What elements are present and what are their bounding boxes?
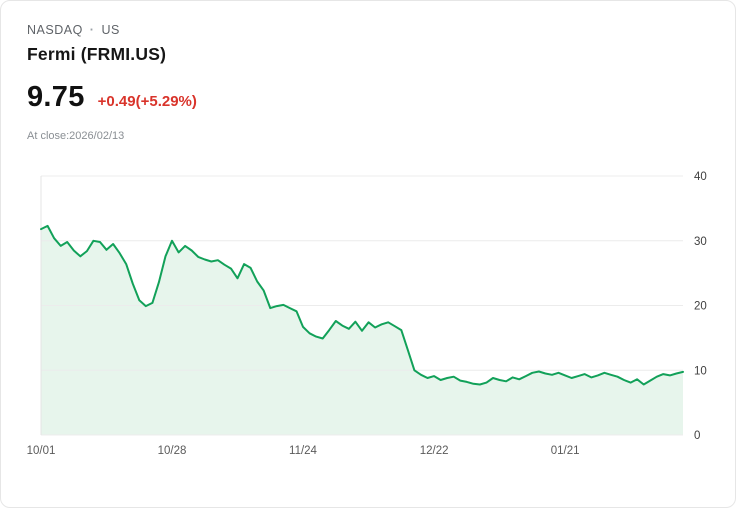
exchange-label: NASDAQ bbox=[27, 23, 83, 37]
y-axis-tick-label: 30 bbox=[694, 236, 707, 248]
region-label: US bbox=[101, 23, 120, 37]
y-axis-tick-label: 20 bbox=[694, 301, 707, 313]
x-axis-tick-label: 11/24 bbox=[289, 445, 318, 457]
last-price: 9.75 bbox=[27, 81, 85, 113]
at-close-label: At close:2026/02/13 bbox=[27, 130, 125, 142]
quote-header: NASDAQ · US Fermi (FRMI.US) 9.75 +0.49(+… bbox=[1, 1, 735, 142]
y-axis-tick-label: 40 bbox=[694, 171, 707, 183]
y-axis-tick-label: 0 bbox=[694, 430, 700, 442]
price-row: 9.75 +0.49(+5.29%) bbox=[27, 81, 709, 114]
stock-title: Fermi (FRMI.US) bbox=[27, 44, 167, 64]
x-axis-tick-label: 01/21 bbox=[551, 445, 580, 457]
separator-dot: · bbox=[89, 23, 95, 37]
y-axis-tick-label: 10 bbox=[694, 365, 707, 377]
price-chart[interactable]: 0 10 20 30 40 10/01 10/28 11/24 12/22 01/21 bbox=[1, 154, 736, 470]
price-change: +0.49(+5.29%) bbox=[97, 93, 197, 110]
chart-container: 0 10 20 30 40 10/01 10/28 11/24 12/22 01/21 bbox=[1, 154, 735, 475]
x-axis-tick-label: 10/01 bbox=[27, 445, 56, 457]
price-line bbox=[40, 224, 684, 386]
x-axis-tick-label: 10/28 bbox=[158, 445, 187, 457]
exchange-row: NASDAQ · US bbox=[27, 23, 709, 37]
x-axis-tick-label: 12/22 bbox=[420, 445, 449, 457]
price-area-fill bbox=[41, 225, 683, 435]
